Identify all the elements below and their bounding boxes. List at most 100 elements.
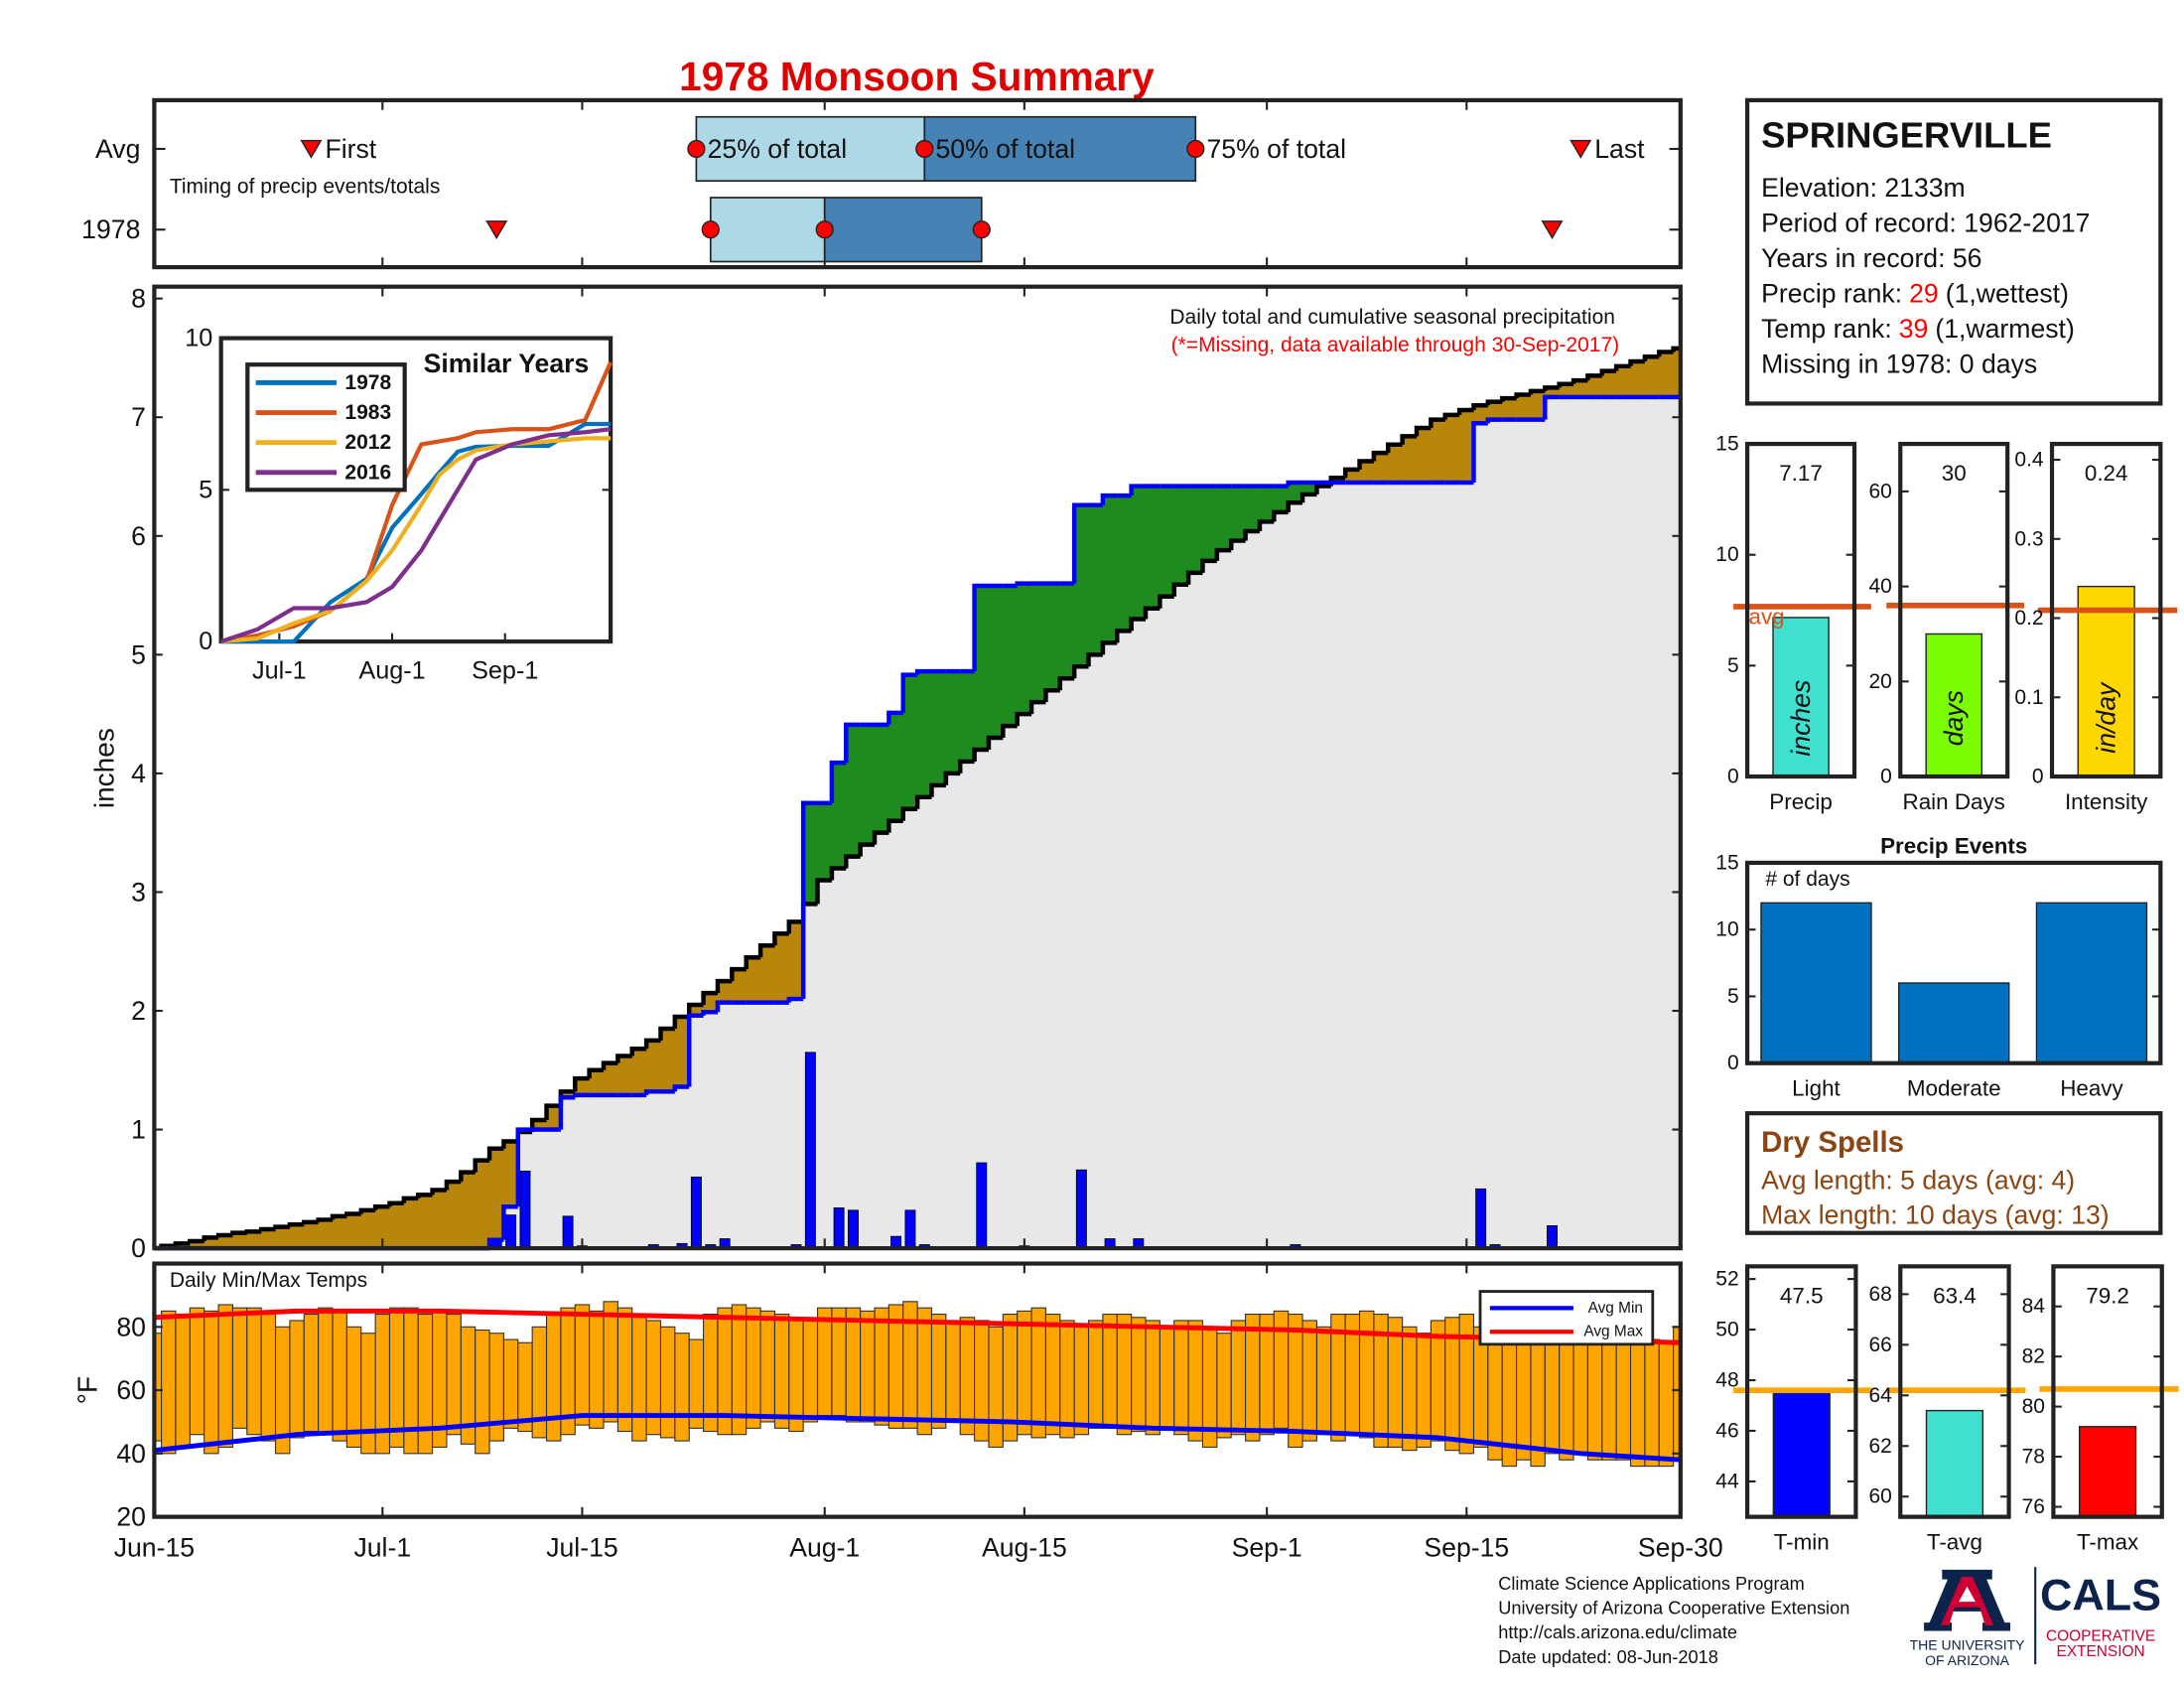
average-step <box>1514 392 1531 399</box>
temp-range-bar <box>1017 1310 1032 1436</box>
panel-frame <box>1744 441 1857 779</box>
cumulative-step <box>1100 492 1118 505</box>
base-area <box>988 738 1004 1249</box>
average-step <box>1599 368 1617 376</box>
average-step <box>1314 484 1331 494</box>
temp-range-bar <box>945 1320 961 1423</box>
average-step <box>287 1221 305 1227</box>
y-axis-label: °F <box>72 1376 103 1404</box>
quartile-box <box>923 115 1197 183</box>
surplus-area <box>1117 495 1133 632</box>
average-step <box>258 1226 276 1232</box>
base-area <box>888 820 904 1249</box>
category-label: Precip <box>1769 789 1833 814</box>
base-area <box>646 1091 661 1249</box>
base-area <box>1516 419 1532 1249</box>
logo-extension: COOPERATIVE <box>2046 1628 2155 1645</box>
y-axis-label: inches <box>88 728 119 808</box>
base-area <box>1045 690 1061 1249</box>
deficit-area <box>732 969 748 1003</box>
y-tick-label: 20 <box>116 1502 146 1532</box>
base-area <box>1359 482 1375 1249</box>
annotation-note: (*=Missing, data available through 30-Se… <box>1171 334 1620 356</box>
deficit-area <box>1659 352 1675 397</box>
daily-bar <box>847 1209 859 1249</box>
surplus-area <box>1017 583 1032 715</box>
base-area <box>1616 396 1631 1249</box>
y-tick-label: 2 <box>131 996 146 1026</box>
deficit-area <box>589 1069 605 1095</box>
y-tick-label: 60 <box>1868 1485 1891 1508</box>
average-step <box>358 1207 376 1214</box>
surplus-area <box>1259 486 1275 522</box>
cumulative-step <box>1543 394 1560 420</box>
average-step <box>459 1170 476 1183</box>
base-area <box>1630 396 1646 1249</box>
bar <box>2035 902 2148 1064</box>
deficit-area <box>246 1231 262 1249</box>
y-tick-label: 5 <box>1727 654 1739 677</box>
value-label: 47.5 <box>1780 1283 1824 1308</box>
station-line: Years in record: 56 <box>1761 243 1981 273</box>
footer-line: Date updated: 08-Jun-2018 <box>1498 1647 1718 1667</box>
plot-frame <box>152 284 1683 1251</box>
surplus-area <box>1288 482 1303 503</box>
y-tick-label: 10 <box>1715 543 1738 566</box>
temp-range-bar <box>773 1314 790 1429</box>
deficit-area <box>1502 398 1518 420</box>
temp-range-bar <box>574 1304 591 1426</box>
dry-spells-line: Max length: 10 days (avg: 13) <box>1761 1199 2110 1229</box>
deficit-area <box>1473 405 1489 424</box>
deficit-area <box>575 1078 591 1095</box>
temp-range-bar <box>1416 1333 1432 1449</box>
deficit-area <box>346 1213 362 1249</box>
deficit-area <box>218 1234 233 1249</box>
base-area <box>717 1002 733 1249</box>
category-label: Moderate <box>1907 1075 2001 1100</box>
average-step <box>1499 395 1517 402</box>
base-area <box>846 856 862 1249</box>
cumulative-step <box>1485 417 1503 424</box>
event-marker <box>1570 139 1592 159</box>
base-area <box>1473 423 1489 1249</box>
cumulative-step <box>786 996 804 1003</box>
cumulative-step <box>1129 484 1147 496</box>
temp-range-bar <box>1487 1329 1503 1461</box>
deficit-area <box>304 1221 320 1249</box>
base-area <box>1231 540 1247 1249</box>
surplus-area <box>1003 585 1019 727</box>
station-text: 29 <box>1909 279 1939 309</box>
legend-label: 1983 <box>344 401 391 424</box>
average-step <box>1286 500 1303 512</box>
average-step <box>587 1067 605 1079</box>
deficit-area <box>289 1224 305 1249</box>
temp-range-bar <box>303 1314 320 1433</box>
surplus-area <box>831 763 847 869</box>
deficit-area <box>1573 380 1588 397</box>
base-area <box>1003 726 1019 1249</box>
y-tick-label: 76 <box>2022 1495 2045 1518</box>
deficit-area <box>760 945 775 1003</box>
base-area <box>1216 550 1232 1249</box>
row-label: 1978 <box>81 214 140 244</box>
temp-range-bar <box>502 1338 519 1429</box>
temp-range-bar <box>417 1314 434 1455</box>
dry-spells-box <box>1744 1111 2163 1235</box>
station-line: Elevation: 2133m <box>1761 173 1966 203</box>
average-step <box>387 1200 404 1207</box>
avg-label: avg <box>1749 604 1785 629</box>
surplus-area <box>960 671 976 762</box>
average-step <box>986 735 1004 750</box>
average-step <box>1613 363 1631 371</box>
base-area <box>1302 493 1317 1249</box>
base-area <box>1673 396 1682 1249</box>
temp-range-bar <box>1559 1326 1574 1461</box>
deficit-area <box>418 1195 434 1249</box>
temp-range-bar <box>746 1307 761 1429</box>
station-text: Missing in 1978: 0 days <box>1761 349 2037 378</box>
average-step <box>601 1060 618 1070</box>
logo-text: OF ARIZONA <box>1925 1652 2009 1668</box>
average-step <box>1543 385 1560 391</box>
surplus-area <box>1059 583 1075 679</box>
average-step <box>844 854 861 869</box>
